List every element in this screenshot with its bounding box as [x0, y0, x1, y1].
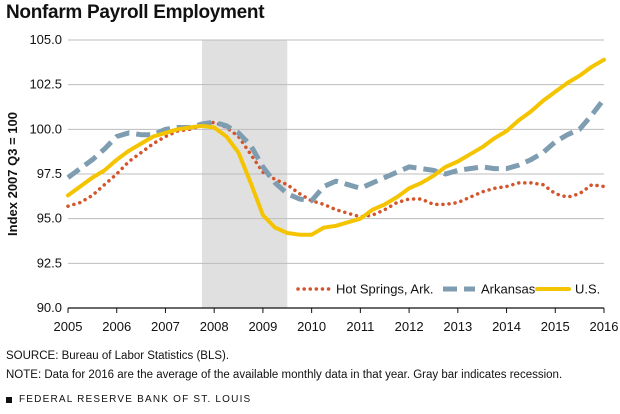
x-tick-label: 2007 — [151, 319, 180, 334]
y-tick-label: 95.0 — [37, 211, 62, 226]
footer-text: FEDERAL RESERVE BANK OF ST. LOUIS — [19, 394, 252, 405]
x-tick-label: 2013 — [443, 319, 472, 334]
series-line-arkansas — [66, 97, 606, 204]
legend-hot-springs-label: Hot Springs, Ark. — [336, 282, 434, 297]
line-chart: 90.0 92.5 95.0 97.5 100.0 102.5 105.0 2005 2006 2… — [5, 32, 619, 334]
y-tick-label: 102.5 — [29, 77, 62, 92]
bullet-square-icon — [6, 396, 12, 403]
y-tick-label: 92.5 — [37, 255, 62, 270]
x-tick-label: 2011 — [346, 319, 374, 334]
x-tick-label: 2005 — [54, 319, 83, 334]
x-tick-label: 2006 — [102, 319, 131, 334]
x-tick-label: 2009 — [248, 319, 277, 334]
x-tick-label: 2008 — [200, 319, 229, 334]
footer: FEDERAL RESERVE BANK OF ST. LOUIS — [6, 394, 251, 405]
legend-us-label: U.S. — [575, 282, 600, 297]
x-tick-label: 2010 — [297, 319, 326, 334]
footnote: NOTE: Data for 2016 are the average of t… — [6, 369, 563, 381]
y-tick-label: 105.0 — [29, 32, 62, 47]
series-line-us — [66, 57, 606, 237]
x-tick-label: 2016 — [590, 319, 619, 334]
x-tick-label: 2015 — [541, 319, 570, 334]
legend-arkansas-label: Arkansas — [481, 282, 536, 297]
y-tick-label: 100.0 — [29, 121, 62, 136]
chart-title: Nonfarm Payroll Employment — [6, 2, 265, 23]
source-note: SOURCE: Bureau of Labor Statistics (BLS)… — [6, 350, 230, 362]
x-tick-label: 2014 — [492, 319, 521, 334]
y-tick-label: 97.5 — [37, 166, 62, 181]
y-axis-label: Index 2007 Q3 = 100 — [5, 112, 20, 236]
x-tick-label: 2012 — [395, 319, 424, 334]
y-tick-label: 90.0 — [37, 300, 62, 315]
